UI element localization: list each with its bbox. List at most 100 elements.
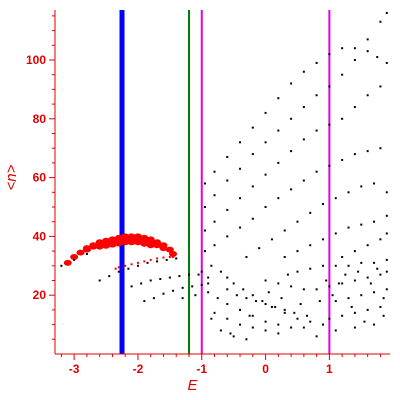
data-point-s2-70 bbox=[290, 150, 293, 153]
data-point-s2-187 bbox=[315, 335, 318, 338]
data-point-s2-143 bbox=[239, 323, 242, 326]
data-point-s2-110 bbox=[347, 226, 350, 229]
data-point-s1-2 bbox=[124, 264, 127, 267]
data-point-s2-144 bbox=[251, 326, 254, 329]
data-point-s2-193 bbox=[248, 314, 251, 317]
data-point-s2-106 bbox=[296, 250, 299, 253]
data-point-s2-152 bbox=[245, 297, 248, 300]
data-point-s2-130 bbox=[309, 320, 312, 323]
data-point-s2-29 bbox=[181, 297, 184, 300]
data-point-s2-188 bbox=[334, 329, 337, 332]
data-point-s2-27 bbox=[200, 283, 203, 286]
data-point-s2-87 bbox=[315, 170, 318, 173]
data-point-s2-47 bbox=[203, 205, 206, 208]
data-point-s2-99 bbox=[322, 203, 324, 206]
data-point-s2-118 bbox=[385, 232, 388, 235]
data-point-s2-22 bbox=[152, 297, 155, 300]
data-point-s0-18 bbox=[82, 246, 91, 253]
data-point-s2-82 bbox=[251, 217, 254, 220]
data-point-s2-127 bbox=[270, 305, 273, 308]
data-point-s2-59 bbox=[353, 58, 356, 61]
data-point-s2-142 bbox=[226, 317, 229, 320]
data-point-s2-185 bbox=[366, 308, 369, 311]
data-point-s2-8 bbox=[146, 261, 149, 264]
data-point-s2-90 bbox=[353, 153, 356, 156]
data-point-s2-25 bbox=[181, 286, 184, 289]
data-point-s1-7 bbox=[156, 257, 159, 260]
data-point-s2-134 bbox=[226, 303, 229, 306]
data-points bbox=[60, 11, 388, 341]
data-point-s2-112 bbox=[373, 220, 376, 223]
data-point-s2-77 bbox=[379, 85, 382, 88]
data-point-s2-184 bbox=[353, 311, 356, 314]
data-point-s2-102 bbox=[360, 185, 363, 188]
data-point-s2-60 bbox=[366, 38, 369, 41]
data-point-s2-2 bbox=[85, 253, 88, 256]
data-point-s2-123 bbox=[232, 282, 235, 285]
data-point-s2-57 bbox=[328, 85, 331, 88]
data-point-s2-93 bbox=[245, 255, 248, 258]
data-point-s2-180 bbox=[373, 291, 376, 294]
data-point-s2-196 bbox=[286, 273, 289, 276]
data-point-s2-50 bbox=[239, 167, 242, 170]
data-point-s2-63 bbox=[203, 229, 206, 232]
data-point-s2-33 bbox=[226, 156, 229, 159]
data-point-s0-37 bbox=[133, 239, 142, 246]
data-point-s2-69 bbox=[277, 161, 280, 164]
data-point-s2-16 bbox=[168, 276, 171, 279]
data-point-s2-49 bbox=[226, 179, 229, 182]
data-point-s2-116 bbox=[366, 244, 369, 247]
data-point-s0-33 bbox=[108, 241, 117, 248]
data-point-s2-101 bbox=[347, 191, 350, 194]
data-point-s2-174 bbox=[360, 261, 363, 264]
data-point-s2-71 bbox=[302, 138, 305, 141]
data-point-s2-137 bbox=[264, 320, 267, 323]
data-point-s2-177 bbox=[334, 300, 337, 303]
data-point-s2-19 bbox=[197, 273, 200, 276]
data-point-s2-151 bbox=[235, 294, 238, 297]
data-point-s2-139 bbox=[290, 326, 293, 329]
data-point-s2-79 bbox=[213, 244, 216, 247]
data-point-s2-175 bbox=[373, 261, 376, 264]
data-point-s2-191 bbox=[210, 317, 213, 320]
data-point-s2-189 bbox=[353, 326, 356, 329]
data-point-s2-186 bbox=[379, 305, 382, 308]
data-point-s2-86 bbox=[302, 179, 305, 182]
data-point-s0-36 bbox=[127, 239, 136, 246]
data-point-s2-35 bbox=[251, 126, 254, 129]
data-point-s2-74 bbox=[341, 117, 344, 120]
data-point-s2-92 bbox=[379, 147, 382, 150]
data-point-s2-7 bbox=[136, 264, 139, 267]
data-point-s1-8 bbox=[162, 256, 165, 259]
data-point-s2-119 bbox=[200, 270, 203, 273]
data-point-s2-91 bbox=[366, 150, 369, 153]
data-point-s2-176 bbox=[385, 258, 388, 261]
data-point-s2-192 bbox=[229, 332, 232, 335]
data-point-s2-132 bbox=[207, 291, 210, 294]
data-point-s2-11 bbox=[175, 257, 178, 260]
data-point-s2-117 bbox=[379, 238, 382, 241]
data-point-s2-95 bbox=[270, 238, 273, 241]
data-point-s0-29 bbox=[153, 242, 162, 249]
data-point-s2-12 bbox=[130, 285, 133, 288]
data-point-s2-66 bbox=[239, 197, 242, 200]
data-point-s2-197 bbox=[299, 303, 302, 306]
data-point-s2-21 bbox=[143, 300, 146, 303]
data-point-s2-190 bbox=[373, 323, 376, 326]
y-tick-label: 40 bbox=[33, 229, 47, 243]
data-point-s2-146 bbox=[277, 332, 280, 335]
data-point-s2-53 bbox=[277, 129, 280, 132]
data-point-s2-30 bbox=[194, 294, 197, 297]
data-point-s2-181 bbox=[385, 288, 388, 291]
data-point-s2-31 bbox=[203, 182, 206, 185]
data-point-s2-58 bbox=[341, 73, 344, 76]
data-point-s2-36 bbox=[264, 111, 267, 114]
data-point-s2-46 bbox=[385, 61, 388, 64]
data-point-s2-52 bbox=[264, 141, 267, 144]
data-point-s2-55 bbox=[302, 106, 305, 109]
data-point-s0-19 bbox=[89, 243, 98, 250]
data-point-s2-84 bbox=[277, 197, 280, 200]
data-point-s0-1 bbox=[70, 253, 79, 260]
data-point-s2-138 bbox=[277, 323, 280, 326]
